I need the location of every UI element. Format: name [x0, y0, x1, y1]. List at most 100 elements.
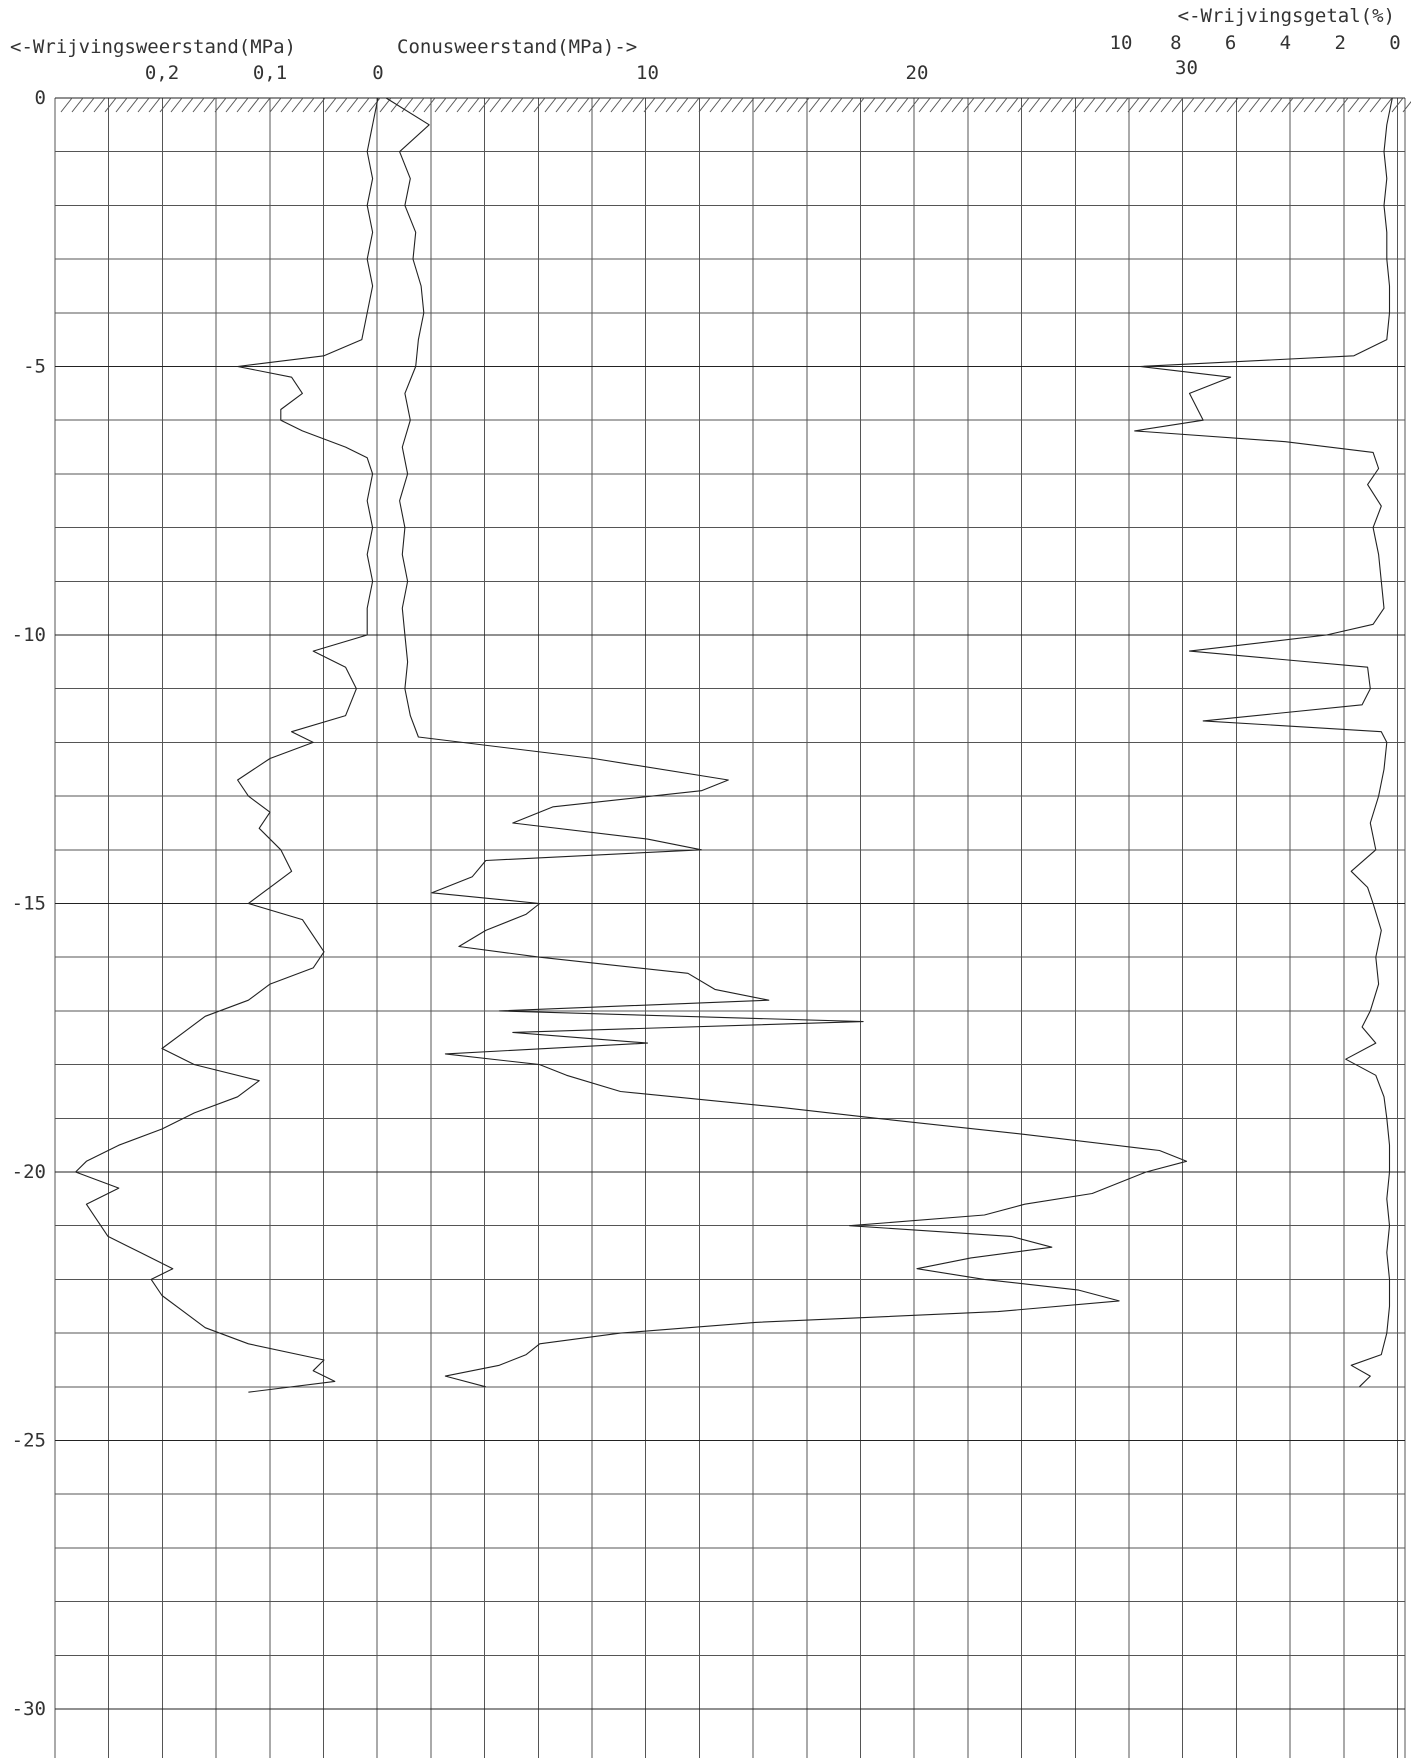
hatch-stroke [500, 97, 513, 113]
hatch-stroke [698, 97, 711, 113]
hatch-stroke [93, 97, 106, 113]
ratio-tick-label: 8 [1170, 32, 1181, 54]
hatch-stroke [291, 97, 304, 113]
plot-grid [54, 97, 1406, 1758]
hatch-stroke [247, 97, 260, 113]
hatch-stroke [588, 97, 601, 113]
hatch-stroke [676, 97, 689, 113]
hatch-stroke [907, 97, 920, 113]
hatch-stroke [973, 97, 986, 113]
hatch-stroke [1127, 97, 1140, 113]
cone-tick-label: 10 [636, 62, 659, 84]
depth-tick-label: -30 [12, 1698, 46, 1720]
hatch-stroke [819, 97, 832, 113]
hatch-stroke [665, 97, 678, 113]
hatch-stroke [1039, 97, 1052, 113]
hatch-stroke [1215, 97, 1228, 113]
hatch-stroke [731, 97, 744, 113]
hatch-stroke [830, 97, 843, 113]
ratio-tick-label: 0 [1389, 32, 1400, 54]
hatch-stroke [258, 97, 271, 113]
hatch-stroke [1072, 97, 1085, 113]
hatch-stroke [885, 97, 898, 113]
hatch-stroke [863, 97, 876, 113]
hatch-stroke [599, 97, 612, 113]
hatch-stroke [555, 97, 568, 113]
hatch-stroke [533, 97, 546, 113]
hatch-stroke [874, 97, 887, 113]
depth-tick-label: -15 [12, 893, 46, 915]
hatch-stroke [1358, 97, 1371, 113]
hatch-stroke [335, 97, 348, 113]
hatch-stroke [808, 97, 821, 113]
hatch-stroke [577, 97, 590, 113]
hatch-stroke [1270, 97, 1283, 113]
hatch-stroke [214, 97, 227, 113]
hatch-stroke [918, 97, 931, 113]
hatch-stroke [368, 97, 381, 113]
hatch-stroke [1402, 101, 1411, 113]
hatch-stroke [841, 97, 854, 113]
friction-axis-header: <-Wrijvingsweerstand(MPa) [10, 36, 296, 58]
hatch-stroke [159, 97, 172, 113]
hatch-stroke [632, 97, 645, 113]
hatch-stroke [1083, 97, 1096, 113]
depth-tick-label: -5 [23, 356, 46, 378]
hatch-stroke [1347, 97, 1360, 113]
hatch-stroke [1336, 97, 1349, 113]
hatch-stroke [401, 97, 414, 113]
hatch-stroke [1380, 97, 1393, 113]
hatch-stroke [346, 97, 359, 113]
hatch-stroke [1160, 97, 1173, 113]
hatch-stroke [1105, 97, 1118, 113]
hatch-stroke [1325, 97, 1338, 113]
hatch-stroke [1281, 97, 1294, 113]
hatch-stroke [764, 97, 777, 113]
cone-tick-label: 20 [906, 62, 929, 84]
hatch-stroke [324, 97, 337, 113]
hatch-stroke [456, 97, 469, 113]
hatch-stroke [1237, 97, 1250, 113]
hatch-stroke [610, 97, 623, 113]
hatch-stroke [412, 97, 425, 113]
hatch-stroke [1171, 97, 1184, 113]
ratio-tick-label: 2 [1334, 32, 1345, 54]
hatch-stroke [60, 97, 73, 113]
hatch-stroke [148, 97, 161, 113]
depth-tick-label: -20 [12, 1161, 46, 1183]
hatch-stroke [203, 97, 216, 113]
hatch-stroke [753, 97, 766, 113]
hatch-stroke [1204, 97, 1217, 113]
hatch-stroke [423, 97, 436, 113]
friction-tick-label: 0 [372, 62, 383, 84]
hatch-stroke [1182, 97, 1195, 113]
hatch-stroke [445, 97, 458, 113]
hatch-stroke [566, 97, 579, 113]
hatch-stroke [478, 97, 491, 113]
hatch-stroke [269, 97, 282, 113]
hatch-stroke [995, 97, 1008, 113]
hatch-stroke [1391, 97, 1404, 113]
hatch-stroke [1017, 97, 1030, 113]
hatch-stroke [82, 97, 95, 113]
hatch-stroke [742, 97, 755, 113]
hatch-stroke [621, 97, 634, 113]
hatch-stroke [104, 97, 117, 113]
hatch-stroke [434, 97, 447, 113]
hatch-stroke [1050, 97, 1063, 113]
hatch-stroke [1138, 97, 1151, 113]
friction-tick-label: 0,1 [253, 62, 287, 84]
hatch-stroke [1314, 97, 1327, 113]
ratio-tick-label: 6 [1225, 32, 1236, 54]
hatch-stroke [137, 97, 150, 113]
ratio-tick-label: 4 [1280, 32, 1291, 54]
depth-tick-label: -25 [12, 1430, 46, 1452]
hatch-stroke [1116, 97, 1129, 113]
ratio-trace [1134, 97, 1393, 1388]
hatch-stroke [654, 97, 667, 113]
hatch-stroke [786, 97, 799, 113]
hatch-stroke [643, 97, 656, 113]
hatch-stroke [1292, 97, 1305, 113]
